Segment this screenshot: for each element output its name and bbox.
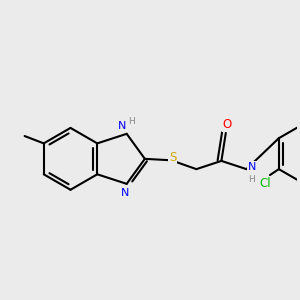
Text: N: N [118, 121, 126, 130]
Text: N: N [121, 188, 129, 198]
Text: N: N [248, 162, 256, 172]
Text: Cl: Cl [260, 177, 272, 190]
Text: H: H [248, 175, 255, 184]
Text: S: S [169, 152, 176, 164]
Text: H: H [129, 117, 135, 126]
Text: O: O [223, 118, 232, 130]
